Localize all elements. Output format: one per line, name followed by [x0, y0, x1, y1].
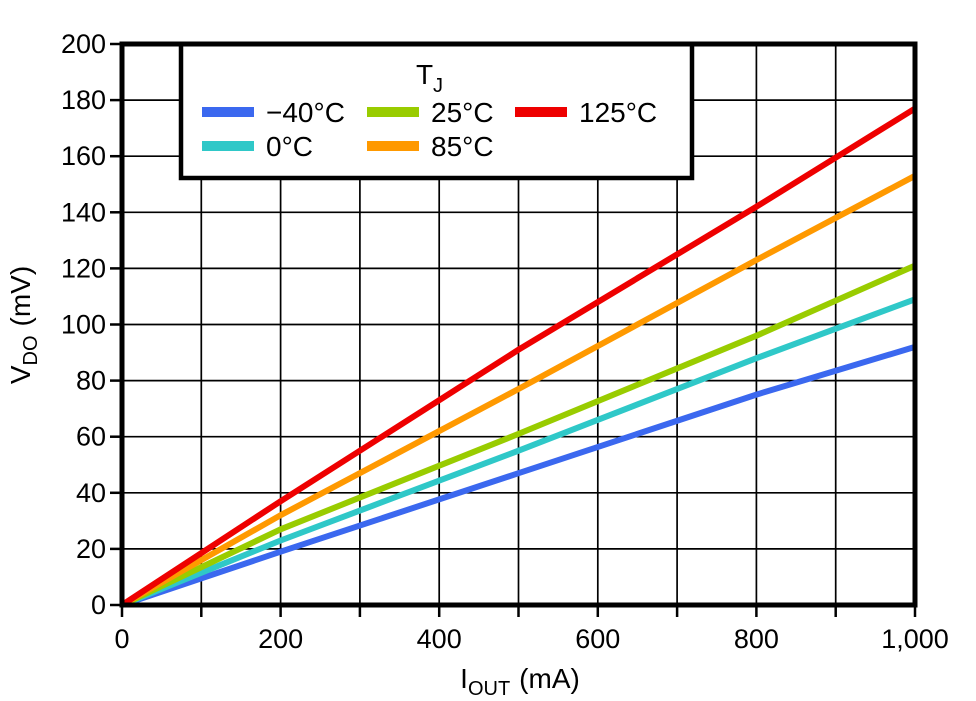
series-line-−40°C — [121, 344, 916, 608]
y-axis-title-main: V — [5, 365, 36, 384]
y-tick-label: 40 — [76, 478, 106, 508]
legend-swatch-−40°C — [202, 107, 254, 117]
y-tick-label: 120 — [61, 253, 106, 283]
y-tick-label: 0 — [91, 590, 106, 620]
x-tick-label: 1,000 — [881, 624, 949, 654]
y-tick-label: 60 — [76, 422, 106, 452]
plot-frame — [119, 41, 918, 608]
y-tick-label: 180 — [61, 85, 106, 115]
x-tick-label: 200 — [258, 624, 303, 654]
series-layer — [120, 105, 917, 608]
y-tick-label: 160 — [61, 141, 106, 171]
series-line-125°C — [120, 105, 917, 608]
series-line-0°C — [120, 296, 917, 608]
legend-label-25°C: 25°C — [431, 97, 494, 128]
y-tick-label: 140 — [61, 197, 106, 227]
y-tick-label: 20 — [76, 534, 106, 564]
legend-label-−40°C: −40°C — [266, 97, 345, 128]
x-axis-title: IOUT (mA) — [460, 663, 580, 700]
x-axis-title-sub: OUT — [468, 678, 510, 700]
series-line-25°C — [120, 262, 917, 608]
y-axis-title: VDO (mV) — [5, 266, 42, 384]
legend-swatch-25°C — [367, 107, 419, 117]
y-tick-label: 200 — [61, 29, 106, 59]
x-tick-label: 800 — [734, 624, 779, 654]
tick-layer — [110, 42, 917, 617]
legend-label-125°C: 125°C — [579, 97, 657, 128]
y-axis-title-sub: DO — [20, 335, 42, 365]
series-line-85°C — [120, 173, 917, 608]
y-tick-label: 80 — [76, 366, 106, 396]
y-axis-title-unit: (mV) — [5, 266, 36, 327]
x-axis-title-unit: (mA) — [519, 663, 580, 694]
x-tick-label: 400 — [417, 624, 462, 654]
legend-layer: TJ −40°C0°C 25°C85°C 125°C — [178, 41, 695, 181]
legend-label-0°C: 0°C — [266, 131, 313, 162]
x-tick-label: 600 — [575, 624, 620, 654]
legend-swatch-85°C — [367, 141, 419, 151]
legend-title: TJ — [416, 59, 443, 97]
x-axis-title-main: I — [460, 663, 468, 694]
legend-box — [178, 41, 695, 181]
x-tick-label: 0 — [114, 624, 129, 654]
legend-label-85°C: 85°C — [431, 131, 494, 162]
y-tick-label: 100 — [61, 310, 106, 340]
tick-label-layer: 0 200 400 600 800 1,000 0 20 40 60 80 100 120 140 160 1… — [61, 29, 949, 654]
legend-swatch-125°C — [515, 107, 567, 117]
legend-swatch-0°C — [202, 141, 254, 151]
